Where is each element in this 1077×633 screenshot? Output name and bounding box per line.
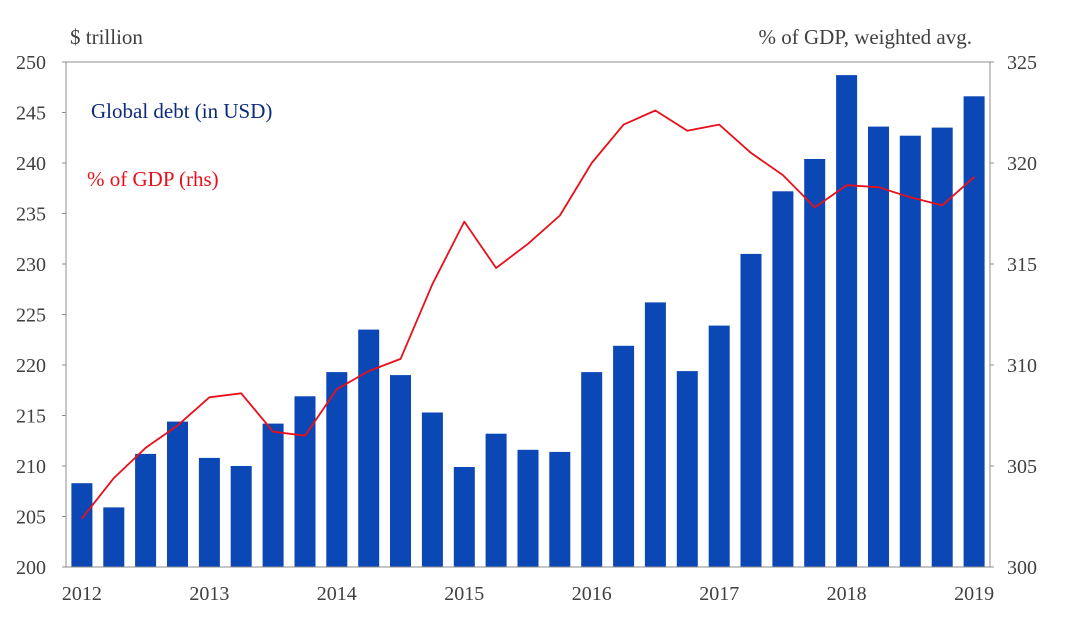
- left-tick-label: 230: [16, 254, 46, 276]
- gdp-point: [431, 283, 433, 285]
- gdp-point: [654, 109, 657, 112]
- gdp-point: [973, 176, 975, 178]
- debt-bar: [294, 396, 316, 567]
- debt-bar: [772, 191, 794, 568]
- x-tick-label: 2017: [699, 583, 739, 605]
- legend-percent-gdp: % of GDP (rhs): [87, 167, 219, 191]
- gdp-point: [877, 186, 880, 188]
- debt-bar: [198, 457, 220, 567]
- gdp-point: [941, 204, 943, 206]
- right-tick-label: 320: [1007, 153, 1037, 175]
- left-tick-label: 250: [16, 52, 46, 74]
- debt-bar: [358, 329, 380, 567]
- gdp-point: [400, 358, 402, 360]
- debt-bar: [868, 126, 889, 567]
- gdp-point: [81, 517, 83, 520]
- gdp-point: [240, 392, 242, 394]
- gdp-point: [145, 447, 147, 449]
- gdp-line-layer: [81, 109, 975, 520]
- gdp-point: [304, 435, 306, 437]
- debt-bar: [262, 423, 284, 567]
- left-tick-label: 210: [16, 456, 46, 478]
- left-axis: 200 205 210 215 220 225 230 235 240 245 250: [16, 52, 66, 579]
- x-tick-label: 2012: [62, 583, 102, 605]
- x-tick-label: 2018: [827, 583, 867, 605]
- debt-bar: [103, 507, 125, 567]
- gdp-point: [718, 124, 720, 126]
- debt-bar: [453, 467, 475, 567]
- gdp-point: [591, 162, 593, 164]
- right-tick-label: 305: [1007, 456, 1037, 478]
- debt-bar: [613, 345, 635, 567]
- debt-bar: [931, 127, 953, 567]
- gdp-point: [559, 214, 561, 217]
- gdp-point: [846, 184, 848, 186]
- debt-bar: [167, 421, 188, 567]
- left-axis-unit-label: $ trillion: [70, 25, 143, 49]
- gdp-point: [208, 396, 210, 398]
- gdp-point: [463, 221, 465, 223]
- debt-bar: [836, 75, 858, 567]
- left-tick-label: 235: [16, 204, 46, 226]
- x-tick-label: 2019: [954, 583, 994, 605]
- left-tick-label: 225: [16, 305, 46, 327]
- gdp-point: [176, 425, 179, 427]
- gdp-point: [909, 196, 911, 198]
- left-tick-label: 215: [16, 406, 46, 428]
- debt-bar: [676, 371, 698, 567]
- gdp-point: [814, 206, 816, 208]
- debt-bar: [899, 135, 921, 567]
- left-tick-label: 245: [16, 103, 46, 125]
- debt-bar: [135, 453, 157, 567]
- x-tick-label: 2014: [317, 583, 357, 605]
- debt-bar: [326, 372, 348, 567]
- debt-bar: [549, 451, 571, 567]
- right-axis: 300 305 310 315 320 325: [990, 52, 1037, 579]
- debt-bar: [421, 412, 443, 567]
- debt-bar: [740, 253, 762, 567]
- debt-bar: [71, 483, 93, 567]
- gdp-point: [336, 388, 338, 390]
- gdp-point: [686, 130, 688, 132]
- debt-bar: [485, 433, 507, 567]
- gdp-point: [113, 477, 115, 479]
- x-tick-label: 2016: [572, 583, 612, 605]
- debt-bar: [390, 375, 411, 567]
- right-tick-label: 310: [1007, 355, 1037, 377]
- debt-bar: [517, 449, 539, 567]
- x-tick-label: 2013: [189, 583, 229, 605]
- gdp-point: [750, 152, 752, 154]
- debt-bar: [644, 302, 666, 567]
- gdp-point: [623, 124, 625, 126]
- gdp-point: [272, 431, 274, 433]
- debt-bars: [71, 75, 985, 568]
- right-tick-label: 325: [1007, 52, 1037, 74]
- left-tick-label: 205: [16, 507, 46, 529]
- gdp-point: [368, 370, 370, 372]
- debt-bar: [230, 466, 252, 567]
- left-tick-label: 200: [16, 557, 46, 579]
- x-tick-label: 2015: [444, 583, 484, 605]
- right-axis-unit-label: % of GDP, weighted avg.: [759, 25, 972, 49]
- x-axis: 2012 2013 2014 2015 2016 2017 2018 2019: [62, 583, 994, 605]
- gdp-point: [527, 243, 529, 245]
- debt-bar: [804, 159, 826, 567]
- gdp-point: [782, 174, 784, 176]
- right-tick-label: 315: [1007, 254, 1037, 276]
- debt-bar: [708, 325, 730, 567]
- gdp-point: [495, 267, 497, 269]
- left-tick-label: 220: [16, 355, 46, 377]
- debt-bar: [581, 372, 603, 567]
- debt-bar: [963, 96, 985, 568]
- right-tick-label: 300: [1007, 557, 1037, 579]
- left-tick-label: 240: [16, 153, 46, 175]
- legend-global-debt: Global debt (in USD): [91, 99, 272, 123]
